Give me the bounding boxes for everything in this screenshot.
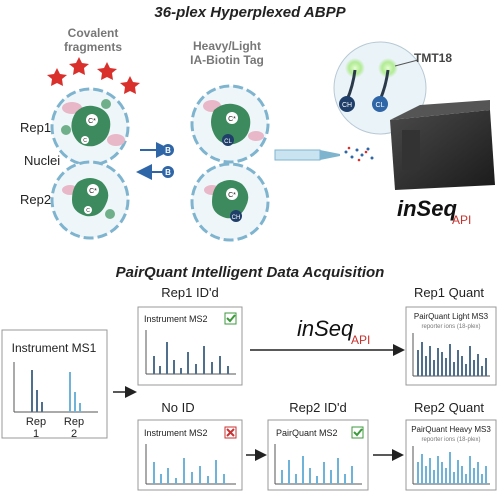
heavy-ms3-sub: reporter ions (18-plex) [421,437,480,443]
cys-label: CH [342,102,352,109]
esi-spray [274,146,374,162]
check-icon [226,314,236,323]
nucleus-tagged-rep2: C* CH [190,162,270,242]
cys-label: C* [228,192,236,199]
rep1-ms2-label: Instrument MS2 [144,314,208,324]
heavy-light-label-line2: IA-Biotin Tag [190,53,264,67]
covalent-label-line2: fragments [64,40,122,54]
no-id-instrument-ms2-panel: Instrument MS2 [137,419,243,491]
covalent-fragment-stars [47,57,140,94]
star-icon [97,62,117,80]
rep2-pairquant-ms2-panel: PairQuant MS2 [267,419,369,491]
nucleus-rep2: C* C [50,160,130,240]
ms1-rep1-label: Rep [26,416,46,428]
ms1-rep1-num: 1 [33,428,39,440]
inseq-logo-top: inSeq [397,196,457,221]
instrument-ms1-panel: Instrument MS1 Rep 1 Rep 2 [1,329,108,440]
cys-label: CL [224,139,232,145]
biotin-badge: B [165,146,171,155]
cys-label: C* [89,188,97,195]
inseq-api-top: API [452,213,471,227]
noid-ms2-label: Instrument MS2 [144,428,208,438]
rep2-pairquant-heavy-ms3-panel: PairQuant Heavy MS3 reporter ions (18-pl… [405,419,497,491]
top-title: 36-plex Hyperplexed ABPP [154,4,346,21]
rep1-label: Rep1 [20,120,51,135]
rep2-ms2-label: PairQuant MS2 [276,428,338,438]
nucleus-tagged-rep1: C* CL [190,84,270,164]
heavy-ms3-label: PairQuant Heavy MS3 [411,425,491,434]
no-id-title: No ID [161,400,194,415]
tmt-zoom: CH CL [333,41,427,135]
light-ms3-sub: reporter ions (18-plex) [421,324,480,330]
cross-icon [226,428,235,437]
rep1-quant-title: Rep1 Quant [414,285,484,300]
light-ms3-label: PairQuant Light MS3 [414,312,489,321]
rep2-label: Rep2 [20,192,51,207]
star-icon [120,76,140,94]
inseq-logo-bottom: inSeq [297,316,354,341]
cys-label: C [83,138,87,144]
cys-label: C* [88,118,96,125]
biotin-badge: B [165,168,171,177]
check-icon [353,428,363,437]
star-icon [69,57,89,75]
cys-label: C* [228,116,236,123]
tmt-label: TMT18 [414,51,452,65]
ms1-rep2-num: 2 [71,428,77,440]
inseq-api-bottom: API [351,333,370,347]
ms1-rep2-label: Rep [64,416,84,428]
cys-label: CH [232,215,241,221]
nucleus-rep1: C* C [50,87,130,167]
rep1-idd-title: Rep1 ID'd [161,285,218,300]
covalent-label-line1: Covalent [68,26,119,40]
rep1-pairquant-light-ms3-panel: PairQuant Light MS3 reporter ions (18-pl… [405,306,497,386]
mass-spectrometer-icon [390,100,495,190]
tag-exchange-arrows: B B [136,142,174,180]
rep2-quant-title: Rep2 Quant [414,400,484,415]
bottom-title: PairQuant Intelligent Data Acquisition [116,264,385,281]
cys-label: C [86,208,90,214]
cys-label: CL [376,102,385,109]
instrument-ms1-title: Instrument MS1 [12,341,97,355]
rep1-instrument-ms2-panel: Instrument MS2 [137,306,243,386]
star-icon [47,68,67,86]
heavy-light-label-line1: Heavy/Light [193,39,261,53]
nuclei-label: Nuclei [24,153,60,168]
rep2-idd-title: Rep2 ID'd [289,400,346,415]
